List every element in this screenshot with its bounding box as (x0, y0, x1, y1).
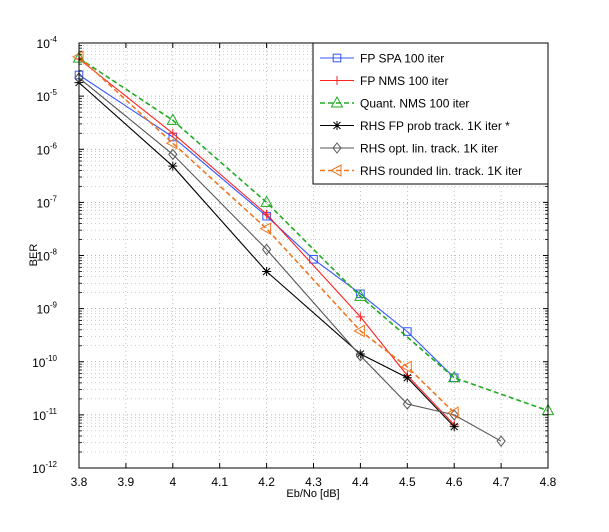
data-point (449, 422, 459, 432)
data-point (355, 312, 365, 322)
legend-label: RHS opt. lin. track. 1K iter (360, 142, 498, 156)
legend-label: FP NMS 100 iter (360, 74, 448, 88)
legend-item: RHS rounded lin. track. 1K iter (320, 164, 522, 178)
legend-marker (332, 53, 342, 63)
data-point (259, 222, 272, 236)
y-tick-exponent: -6 (50, 141, 58, 150)
data-point (261, 243, 272, 256)
data-point (309, 254, 318, 264)
series-rhs-opt-lin-track-1k-iter (74, 72, 506, 447)
y-tick-label: 10-5 (37, 88, 58, 104)
data-point (262, 209, 272, 219)
legend-label: RHS FP prob track. 1K iter * (360, 119, 510, 133)
y-tick-exponent: -8 (50, 248, 58, 257)
y-tick-label: 10-6 (37, 141, 58, 157)
legend-item: RHS opt. lin. track. 1K iter (320, 142, 498, 156)
legend-label: RHS rounded lin. track. 1K iter (360, 164, 522, 178)
data-point (260, 195, 273, 207)
data-point (166, 113, 180, 125)
data-point (403, 327, 412, 336)
series-line (78, 77, 502, 442)
data-point (355, 349, 366, 362)
legend-label: Quant. NMS 100 iter (360, 97, 469, 111)
data-point (262, 266, 272, 276)
y-tick-label: 10-8 (37, 248, 58, 264)
y-tick-label: 10-9 (37, 301, 58, 317)
data-point (353, 324, 365, 338)
legend: FP SPA 100 iter FP NMS 100 iter Quant. NMS… (312, 42, 549, 185)
y-tick-base: 10 (33, 409, 47, 423)
data-point (71, 50, 84, 64)
x-tick-label: 4 (169, 475, 176, 489)
y-axis-label: BER (28, 244, 40, 267)
series-rhs-rounded-lin-track-1k-iter (71, 50, 459, 420)
y-tick-exponent: -9 (50, 301, 58, 310)
data-point (168, 161, 178, 171)
x-tick-label: 4.8 (540, 475, 557, 489)
x-tick-label: 4.1 (211, 475, 228, 489)
y-tick-label: 10-12 (32, 460, 57, 476)
legend-marker (332, 76, 342, 85)
y-tick-label: 10-7 (37, 194, 58, 210)
y-tick-exponent: -10 (45, 354, 57, 363)
series-group (71, 50, 555, 447)
x-axis-label: Eb/No [dB] (286, 488, 339, 500)
data-point (355, 349, 365, 359)
data-point (354, 289, 367, 301)
series-line (78, 56, 455, 414)
y-tick-base: 10 (32, 462, 46, 476)
x-tick-label: 4.3 (305, 475, 322, 489)
y-tick-base: 10 (37, 143, 51, 157)
data-point (168, 128, 178, 138)
y-tick-exponent: -11 (46, 407, 58, 416)
x-tick-label: 3.9 (118, 475, 135, 489)
y-tick-exponent: -12 (45, 460, 57, 469)
data-point (402, 398, 412, 410)
data-point (496, 435, 506, 447)
x-tick-label: 4.6 (446, 475, 463, 489)
y-tick-exponent: -7 (50, 194, 58, 203)
x-tick-label: 4.5 (399, 475, 416, 489)
legend-box (312, 42, 549, 185)
data-point (168, 148, 178, 161)
data-point (449, 409, 459, 421)
y-tick-label: 10-10 (32, 354, 57, 370)
data-point (400, 360, 412, 374)
y-tick-base: 10 (32, 356, 46, 370)
legend-item: RHS FP prob track. 1K iter * (320, 119, 510, 133)
series-line (78, 82, 455, 428)
legend-marker (329, 164, 342, 177)
x-tick-label: 4.4 (352, 475, 369, 489)
y-tick-label: 10-4 (37, 35, 58, 51)
data-point (447, 406, 459, 420)
y-tick-exponent: -4 (50, 35, 58, 44)
legend-item: Quant. NMS 100 iter (320, 95, 469, 111)
legend-marker (332, 121, 342, 130)
legend-label: FP SPA 100 iter (360, 52, 444, 66)
y-tick-base: 10 (37, 196, 51, 210)
x-tick-label: 4.7 (493, 475, 510, 489)
y-tick-base: 10 (37, 37, 51, 51)
legend-marker (332, 142, 342, 154)
data-point (402, 373, 412, 383)
y-tick-label: 10-11 (33, 407, 58, 423)
x-axis: 3.8 3.9 4 4.1 4.2 4.3 4.4 4.5 4.6 4.7 4.8 (71, 43, 557, 489)
y-tick-exponent: -5 (50, 88, 58, 97)
series-rhs-fp-prob-track-1k-iter (74, 78, 459, 432)
y-tick-base: 10 (37, 250, 51, 264)
x-tick-label: 3.8 (71, 475, 88, 489)
data-point (447, 370, 461, 383)
data-point (165, 136, 178, 150)
series-line (78, 58, 455, 426)
legend-item: FP NMS 100 iter (320, 74, 448, 88)
legend-item: FP SPA 100 iter (320, 52, 444, 66)
legend-marker (330, 95, 344, 108)
y-tick-base: 10 (37, 303, 51, 317)
x-tick-label: 4.2 (258, 475, 275, 489)
y-tick-base: 10 (37, 90, 51, 104)
